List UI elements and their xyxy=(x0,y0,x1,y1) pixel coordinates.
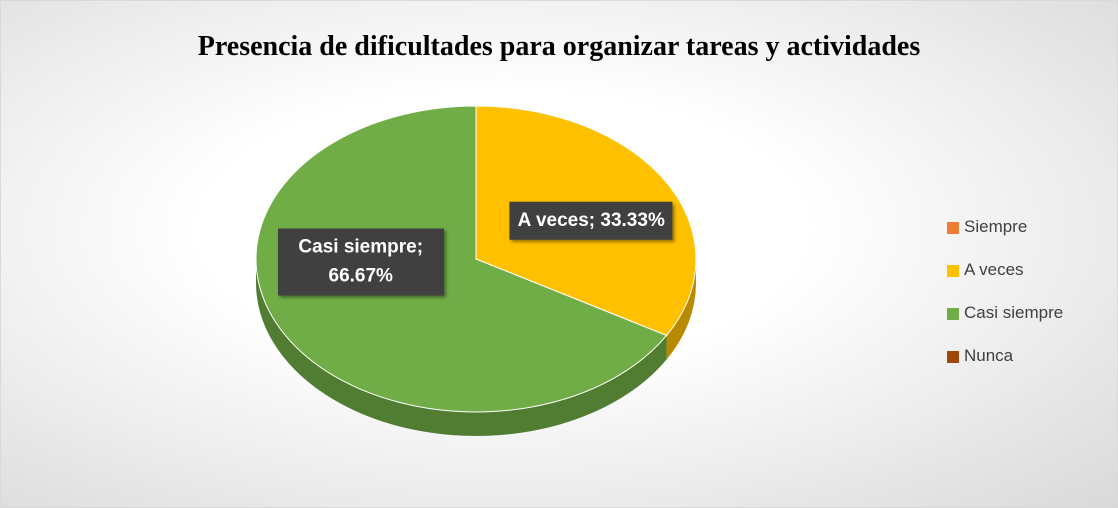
slice-side xyxy=(666,259,696,360)
slice-side xyxy=(256,259,667,437)
legend: Siempre A veces Casi siempre Nunca xyxy=(947,217,1063,389)
legend-item: Siempre xyxy=(947,217,1063,260)
legend-label: Siempre xyxy=(964,217,1028,236)
slice xyxy=(255,105,668,413)
legend-swatch xyxy=(947,222,959,234)
legend-item: Casi siempre xyxy=(947,303,1063,346)
legend-swatch xyxy=(947,351,959,363)
legend-swatch xyxy=(947,308,959,320)
legend-label: Nunca xyxy=(964,346,1014,365)
legend-item: Nunca xyxy=(947,346,1063,389)
legend-label: Casi siempre xyxy=(964,303,1064,322)
chart-title: Presencia de dificultades para organizar… xyxy=(197,31,921,62)
data-label: A veces; 33.33% xyxy=(509,201,673,240)
legend-swatch xyxy=(947,265,959,277)
legend-item: A veces xyxy=(947,260,1063,303)
data-label: Casi siempre; 66.67% xyxy=(277,228,444,296)
legend-label: A veces xyxy=(964,260,1024,279)
